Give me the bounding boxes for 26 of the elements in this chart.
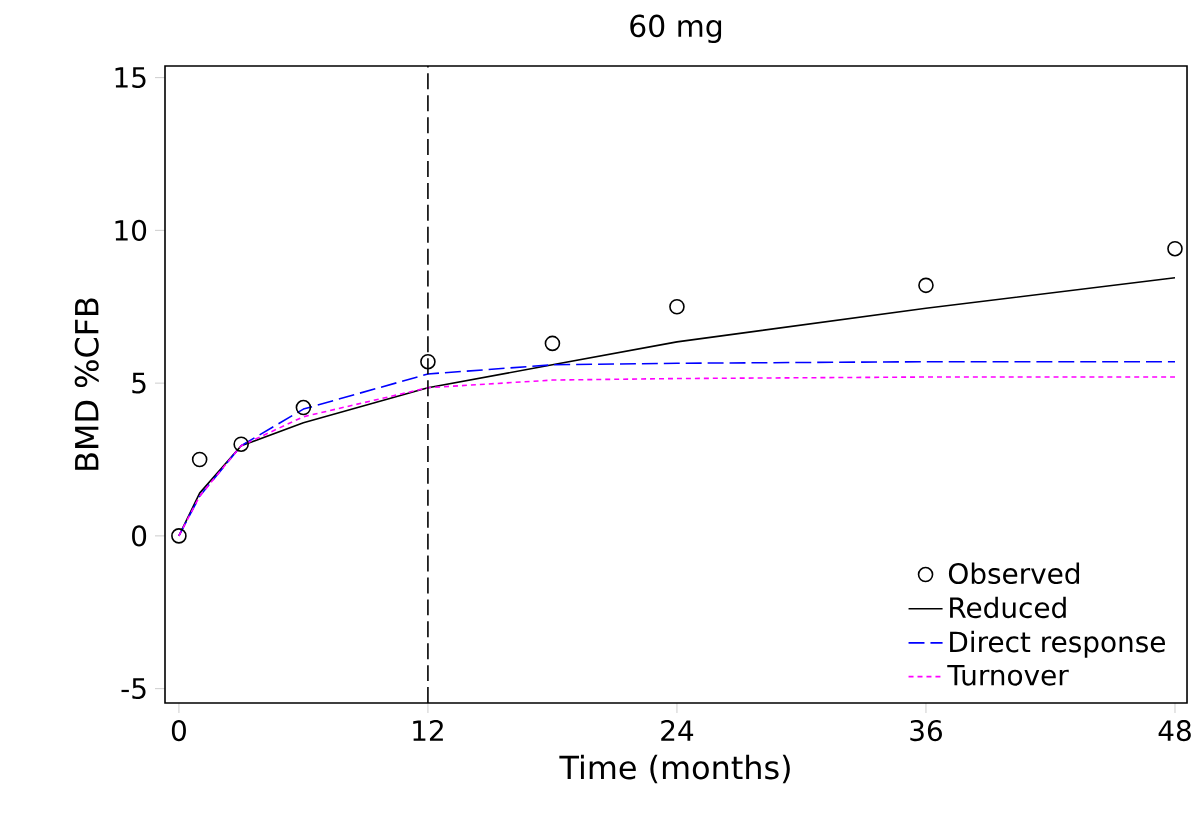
point	[171, 528, 187, 544]
y-tick-label: 10	[115, 219, 147, 241]
point	[233, 436, 249, 453]
y-tick-label: 0	[132, 525, 147, 547]
point	[544, 335, 561, 352]
y-axis-title: BMD %CFB	[74, 298, 99, 470]
x-tick-label: 48	[1158, 720, 1191, 742]
y-tick-label: 5	[132, 372, 146, 394]
legend-label: Direct response	[950, 630, 1165, 658]
y-tick-label: 15	[115, 67, 146, 88]
legend-label: Reduced	[950, 596, 1066, 619]
chart-title: 60 mg	[630, 14, 722, 43]
x-tick-label: 24	[661, 720, 694, 741]
point	[669, 298, 685, 315]
y-tick-label: -5	[121, 678, 146, 700]
legend-label: Turnover	[947, 664, 1069, 686]
point	[295, 399, 312, 416]
x-tick-label: 36	[910, 720, 942, 742]
x-tick-label: 0	[171, 720, 186, 742]
legend-label: Observed	[948, 562, 1080, 585]
point	[918, 277, 934, 294]
x-axis-title: Time (months)	[559, 754, 790, 784]
x-tick-label: 12	[413, 720, 443, 741]
point	[1167, 240, 1183, 257]
point	[420, 353, 436, 370]
point	[191, 451, 208, 468]
